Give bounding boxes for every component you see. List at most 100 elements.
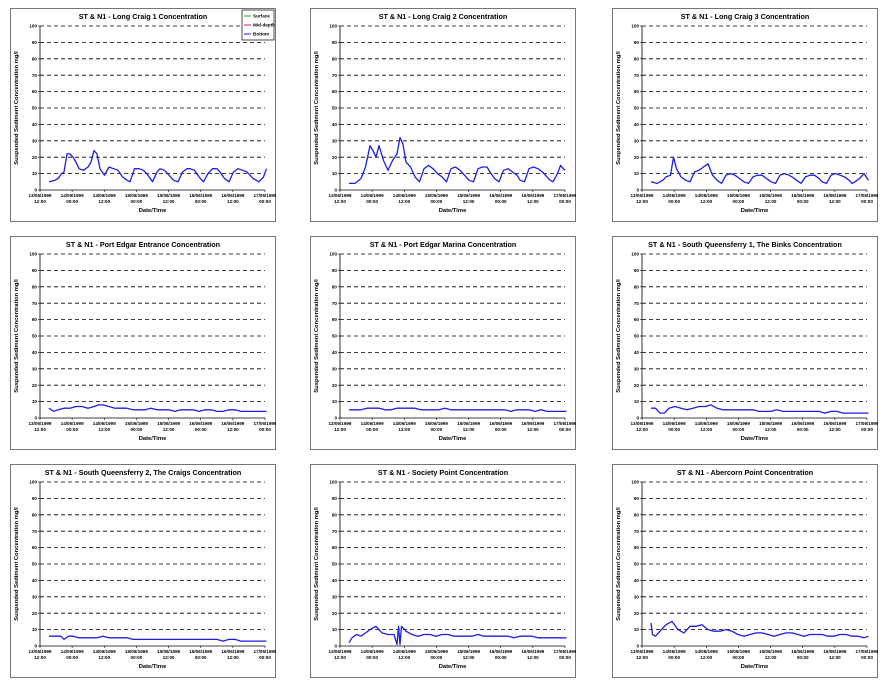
y-tick-label: 90 bbox=[634, 496, 640, 501]
y-tick-label: 100 bbox=[29, 480, 37, 485]
chart-title: ST & N1 - Port Edgar Entrance Concentrat… bbox=[66, 240, 220, 249]
y-tick-label: 10 bbox=[634, 399, 640, 404]
y-tick-label: 100 bbox=[329, 252, 337, 257]
chart-title: ST & N1 - Abercorn Point Concentration bbox=[677, 468, 813, 477]
chart-svg: ST & N1 - Long Craig 3 Concentration 0 10 2… bbox=[612, 8, 878, 222]
x-tick-time: 12:00 bbox=[700, 427, 712, 432]
chart-title: ST & N1 - Long Craig 1 Concentration bbox=[79, 12, 208, 21]
y-tick-label: 100 bbox=[29, 252, 37, 257]
y-axis-label: Suspended Sediment Concentration mg/l bbox=[616, 51, 622, 165]
x-tick-date: 16/06/1999 bbox=[489, 649, 512, 654]
y-tick-label: 90 bbox=[634, 268, 640, 273]
y-tick-label: 0 bbox=[34, 644, 37, 649]
legend: Surface Mid-depth Bottom bbox=[241, 9, 275, 41]
y-tick-label: 90 bbox=[332, 496, 338, 501]
x-tick-date: 17/06/1999 bbox=[856, 421, 879, 426]
x-tick-date: 13/06/1999 bbox=[29, 649, 52, 654]
x-tick-time: 00:00 bbox=[495, 427, 507, 432]
chart-panel: ST & N1 - South Queensferry 1, The Binks… bbox=[612, 236, 878, 450]
legend-entry: Mid-depth bbox=[253, 23, 275, 28]
y-tick-label: 20 bbox=[32, 383, 38, 388]
x-axis-label: Date/Time bbox=[139, 664, 167, 670]
chart-frame bbox=[10, 8, 276, 222]
x-tick-time: 00:00 bbox=[66, 199, 78, 204]
y-tick-label: 20 bbox=[32, 155, 38, 160]
y-tick-label: 0 bbox=[636, 416, 639, 421]
y-axis-label: Suspended Sediment Concentration mg/l bbox=[14, 279, 20, 393]
x-tick-date: 15/06/1999 bbox=[157, 421, 180, 426]
y-tick-label: 20 bbox=[634, 155, 640, 160]
x-tick-date: 14/06/1999 bbox=[663, 649, 686, 654]
x-tick-date: 16/06/1999 bbox=[221, 649, 244, 654]
y-tick-label: 70 bbox=[32, 301, 38, 306]
y-tick-label: 90 bbox=[32, 268, 38, 273]
x-tick-time: 00:00 bbox=[495, 655, 507, 660]
x-tick-date: 16/06/1999 bbox=[823, 421, 846, 426]
series-line-bottom bbox=[48, 149, 268, 183]
x-tick-time: 12:00 bbox=[398, 199, 410, 204]
y-tick-label: 40 bbox=[32, 122, 38, 127]
x-tick-date: 14/06/1999 bbox=[663, 193, 686, 198]
x-tick-time: 12:00 bbox=[765, 427, 777, 432]
y-tick-label: 40 bbox=[332, 578, 338, 583]
y-tick-label: 40 bbox=[634, 350, 640, 355]
y-tick-label: 100 bbox=[329, 480, 337, 485]
y-tick-label: 50 bbox=[634, 334, 640, 339]
chart-title: ST & N1 - South Queensferry 2, The Craig… bbox=[45, 468, 242, 477]
y-tick-label: 50 bbox=[32, 562, 38, 567]
y-tick-label: 10 bbox=[32, 399, 38, 404]
chart-frame bbox=[612, 236, 878, 450]
x-tick-time: 12:00 bbox=[463, 199, 475, 204]
x-tick-date: 14/06/1999 bbox=[93, 193, 116, 198]
x-tick-time: 00:00 bbox=[559, 199, 571, 204]
x-tick-time: 12:00 bbox=[636, 199, 648, 204]
chart-svg: ST & N1 - Society Point Concentration 0 10… bbox=[310, 464, 576, 678]
x-tick-time: 12:00 bbox=[463, 427, 475, 432]
x-tick-date: 14/06/1999 bbox=[361, 649, 384, 654]
chart-svg: ST & N1 - Abercorn Point Concentration01… bbox=[612, 464, 878, 678]
x-tick-date: 16/06/1999 bbox=[521, 649, 544, 654]
y-axis-label: Suspended Sediment Concentration mg/l bbox=[314, 51, 320, 165]
y-tick-label: 90 bbox=[32, 496, 38, 501]
x-tick-time: 12:00 bbox=[334, 655, 346, 660]
x-tick-time: 12:00 bbox=[636, 655, 648, 660]
x-tick-time: 12:00 bbox=[98, 199, 110, 204]
chart-frame bbox=[310, 8, 576, 222]
x-tick-date: 13/06/1999 bbox=[631, 421, 654, 426]
chart-svg: ST & N1 - South Queensferry 2, The Craig… bbox=[10, 464, 276, 678]
x-tick-time: 00:00 bbox=[668, 427, 680, 432]
x-tick-date: 15/06/1999 bbox=[759, 649, 782, 654]
x-tick-date: 14/06/1999 bbox=[361, 193, 384, 198]
x-axis-label: Date/Time bbox=[741, 208, 769, 214]
x-tick-date: 14/06/1999 bbox=[695, 421, 718, 426]
y-axis-label: Suspended Sediment Concentration mg/l bbox=[14, 507, 20, 621]
chart-frame bbox=[10, 464, 276, 678]
y-tick-label: 30 bbox=[634, 366, 640, 371]
x-tick-date: 14/06/1999 bbox=[93, 421, 116, 426]
y-tick-label: 40 bbox=[634, 578, 640, 583]
x-tick-date: 14/06/1999 bbox=[393, 421, 416, 426]
x-tick-date: 13/06/1999 bbox=[329, 649, 352, 654]
x-tick-time: 00:00 bbox=[195, 427, 207, 432]
x-tick-time: 12:00 bbox=[765, 655, 777, 660]
y-tick-label: 70 bbox=[332, 529, 338, 534]
x-tick-date: 13/06/1999 bbox=[631, 649, 654, 654]
y-tick-label: 60 bbox=[634, 545, 640, 550]
y-tick-label: 90 bbox=[634, 40, 640, 45]
y-tick-label: 80 bbox=[332, 512, 338, 517]
y-tick-label: 30 bbox=[332, 366, 338, 371]
chart-panel: ST & N1 - Long Craig 1 Concentration 0 10 2… bbox=[10, 8, 276, 222]
x-tick-date: 15/06/1999 bbox=[125, 649, 148, 654]
x-tick-date: 16/06/1999 bbox=[823, 193, 846, 198]
x-tick-date: 15/06/1999 bbox=[457, 193, 480, 198]
x-tick-date: 14/06/1999 bbox=[61, 649, 84, 654]
legend-entry: Bottom bbox=[253, 32, 269, 37]
x-tick-time: 12:00 bbox=[829, 199, 841, 204]
y-tick-label: 40 bbox=[332, 350, 338, 355]
x-tick-date: 13/06/1999 bbox=[29, 421, 52, 426]
x-tick-time: 12:00 bbox=[163, 199, 175, 204]
y-tick-label: 90 bbox=[332, 40, 338, 45]
x-tick-time: 00:00 bbox=[668, 655, 680, 660]
chart-frame bbox=[612, 464, 878, 678]
x-tick-date: 14/06/1999 bbox=[663, 421, 686, 426]
